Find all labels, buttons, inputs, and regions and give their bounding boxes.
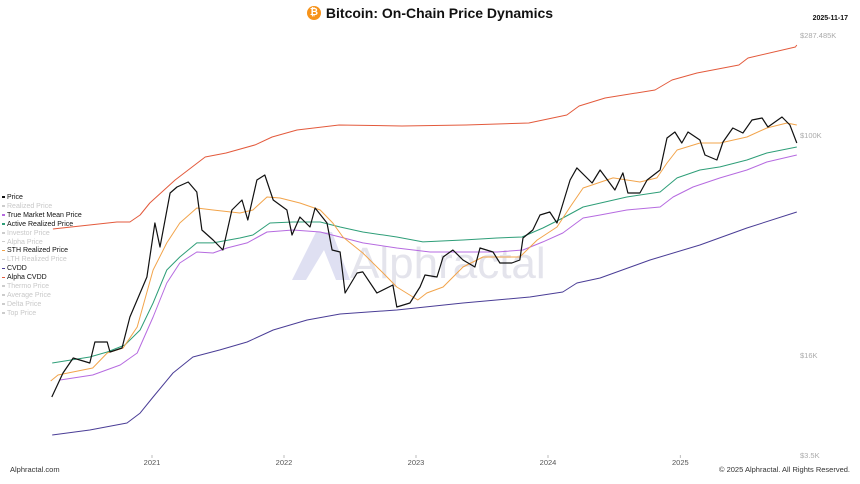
y-tick-label: $100K — [800, 131, 822, 140]
legend-marker-icon — [2, 285, 5, 287]
series-line-price — [51, 116, 798, 398]
legend-label: Alpha CVDD — [7, 274, 47, 282]
series-line-alpha-cvdd — [52, 44, 798, 230]
legend-label: Price — [7, 194, 23, 201]
legend-item-active-realized-price[interactable]: Active Realized Price — [2, 221, 82, 230]
legend-item-investor-price[interactable]: Investor Price — [2, 230, 82, 239]
legend-label: STH Realized Price — [7, 247, 69, 255]
series-line-sth-realized-price — [50, 122, 797, 382]
x-tick-label: 2025 — [672, 458, 689, 467]
legend-item-sth-realized-price[interactable]: STH Realized Price — [2, 247, 82, 256]
legend-item-true-market-mean-price[interactable]: True Market Mean Price — [2, 212, 82, 221]
legend-label: Top Price — [7, 309, 37, 317]
legend-item-thermo-price[interactable]: Thermo Price — [2, 283, 82, 292]
x-tick-label: 2022 — [276, 458, 293, 467]
legend-item-realized-price[interactable]: Realized Price — [2, 203, 82, 212]
watermark-logo — [292, 232, 350, 280]
y-tick-label: $16K — [800, 351, 818, 360]
legend-label: Active Realized Price — [7, 220, 74, 228]
legend-marker-icon — [2, 267, 5, 270]
legend-marker-icon — [2, 312, 5, 314]
date-label: 2025-11-17 — [812, 15, 848, 22]
legend-label: Realized Price — [7, 202, 53, 210]
legend-label: CVDD — [7, 265, 27, 273]
series-line-true-market-mean-price — [60, 154, 797, 381]
watermark-text: Alphractal — [350, 239, 546, 288]
footer-site: Alphractal.com — [10, 465, 60, 474]
legend-label: Thermo Price — [7, 283, 50, 291]
legend-marker-icon — [2, 223, 5, 225]
legend-item-price[interactable]: Price — [2, 194, 82, 203]
x-tick-label: 2024 — [540, 458, 557, 467]
legend-marker-icon — [2, 249, 5, 252]
legend-marker-icon — [2, 214, 5, 216]
y-tick-label: $287.485K — [800, 31, 836, 40]
legend-item-alpha-price[interactable]: Alpha Price — [2, 239, 82, 248]
legend-marker-icon — [2, 232, 5, 234]
legend-label: LTH Realized Price — [7, 256, 67, 264]
legend-item-average-price[interactable]: Average Price — [2, 292, 82, 301]
legend-label: Average Price — [7, 291, 51, 299]
legend-marker-icon — [2, 205, 5, 207]
legend-marker-icon — [2, 276, 5, 279]
series-line-cvdd — [52, 211, 797, 436]
legend-label: True Market Mean Price — [7, 211, 82, 219]
footer-copyright: © 2025 Alphractal. All Rights Reserved. — [718, 465, 850, 474]
legend-item-delta-price[interactable]: Delta Price — [2, 301, 82, 310]
legend-marker-icon — [2, 196, 5, 198]
legend-label: Investor Price — [7, 229, 50, 237]
legend-label: Delta Price — [7, 300, 42, 308]
legend-item-top-price[interactable]: Top Price — [2, 310, 82, 319]
legend-item-alpha-cvdd[interactable]: Alpha CVDD — [2, 274, 82, 283]
x-tick-label: 2021 — [144, 458, 161, 467]
series-layer — [50, 44, 798, 436]
bitcoin-icon: ₿ — [306, 5, 321, 20]
legend-marker-icon — [2, 258, 5, 261]
legend-marker-icon — [2, 303, 5, 305]
legend-item-lth-realized-price[interactable]: LTH Realized Price — [2, 256, 82, 265]
header: ₿ Bitcoin: On-Chain Price Dynamics — [0, 4, 860, 22]
x-tick-label: 2023 — [408, 458, 425, 467]
legend: Price Realized Price True Market Mean Pric… — [2, 194, 82, 319]
axes: $3.5K $16K $100K $287.485K 2021 2022 2023 2024 2… — [144, 31, 837, 467]
legend-marker-icon — [2, 294, 5, 296]
legend-item-cvdd[interactable]: CVDD — [2, 265, 82, 274]
series-line-active-realized-price — [52, 146, 797, 364]
legend-marker-icon — [2, 240, 5, 243]
y-tick-label: $3.5K — [800, 451, 820, 460]
watermark: Alphractal — [292, 232, 546, 288]
legend-label: Alpha Price — [7, 238, 43, 246]
page-title: Bitcoin: On-Chain Price Dynamics — [325, 4, 554, 21]
